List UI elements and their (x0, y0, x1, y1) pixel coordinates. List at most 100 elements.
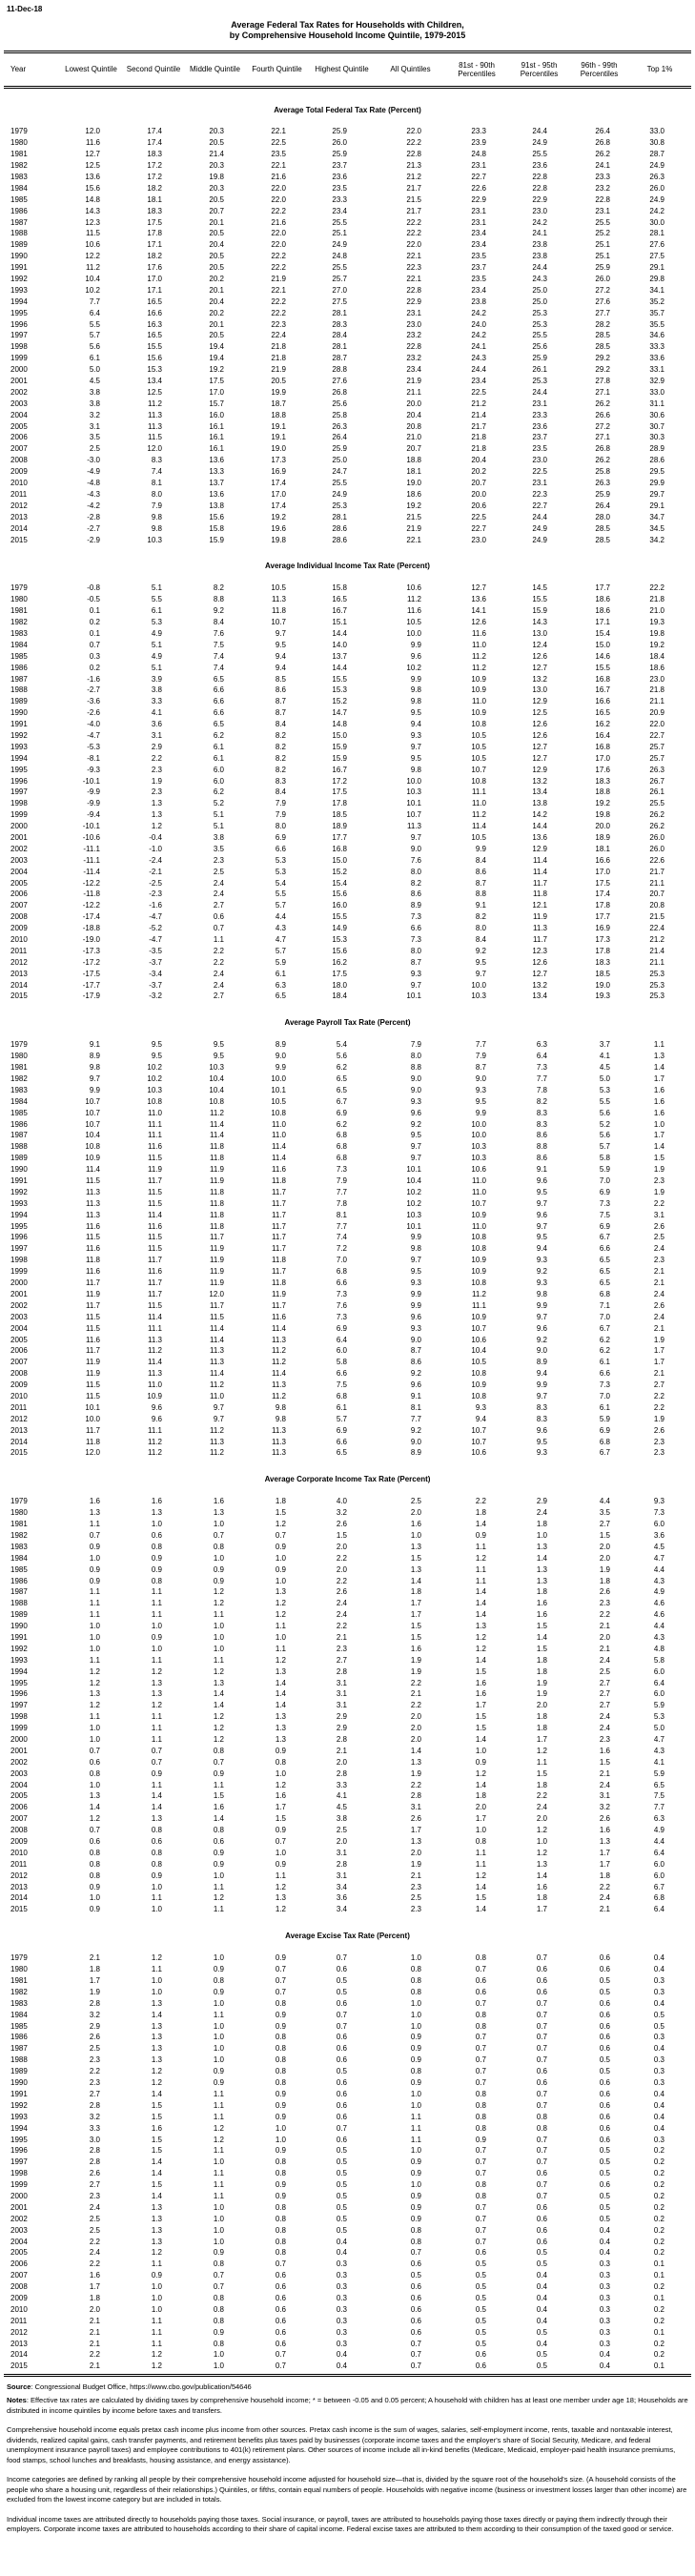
table-row: 1992 1.0 1.0 1.0 1.1 2.3 1.6 1.2 1.5 2.1 4.8 (4, 1643, 691, 1654)
value-cell: 30.8 (649, 138, 664, 148)
value-cell: 0.2 (653, 2237, 664, 2246)
year-cell: 1996 (10, 319, 28, 329)
value-cell: 5.1 (151, 663, 162, 672)
value-cell: 0.2 (653, 2146, 664, 2156)
value-cell: 23.4 (471, 229, 486, 238)
value-cell: 8.9 (536, 1358, 547, 1367)
year-cell: 2004 (10, 1323, 28, 1333)
year-cell: 2015 (10, 2361, 28, 2371)
value-cell: 28.2 (595, 319, 610, 329)
value-cell: 23.1 (471, 206, 486, 215)
value-cell: 10.7 (85, 1096, 100, 1106)
value-cell: 3.1 (336, 1848, 347, 1857)
value-cell: 11.7 (148, 1278, 162, 1288)
value-cell: 26.3 (332, 421, 347, 431)
table-row: 1985 0.3 4.9 7.4 9.4 13.7 9.6 11.2 12.6 14.6 18.4 (4, 650, 691, 662)
value-cell: 11.3 (533, 924, 547, 933)
value-cell: 2.4 (599, 1712, 610, 1722)
table-row: 1989 -3.6 3.3 6.6 8.7 15.2 9.8 11.0 12.9 16.6 21.1 (4, 696, 691, 707)
value-cell: 14.4 (332, 663, 347, 672)
value-cell: -3.5 (149, 946, 162, 955)
value-cell: -4.0 (87, 720, 100, 729)
value-cell: 27.1 (595, 433, 610, 442)
value-cell: 6.3 (275, 980, 286, 990)
table-row: 1982 9.7 10.2 10.4 10.0 6.5 9.0 9.0 7.7 5.0 1.7 (4, 1073, 691, 1085)
value-cell: 1.8 (536, 1587, 547, 1597)
value-cell: 10.8 (471, 1244, 486, 1254)
col-header-all-quintiles: All Quintiles (376, 51, 445, 89)
value-cell: 11.8 (533, 889, 547, 899)
value-cell: 2.7 (599, 1678, 610, 1687)
year-cell: 2002 (10, 844, 28, 853)
value-cell: 0.6 (475, 2350, 486, 2360)
value-cell: 10.9 (471, 708, 486, 718)
value-cell: 9.4 (536, 1369, 547, 1379)
value-cell: -1.0 (149, 844, 162, 853)
value-cell: 1.8 (475, 1791, 486, 1801)
value-cell: 20.7 (649, 889, 664, 899)
value-cell: 23.4 (471, 240, 486, 250)
value-cell: 19.8 (209, 173, 224, 181)
value-cell: 25.8 (595, 467, 610, 477)
value-cell: 3.2 (336, 1508, 347, 1518)
value-cell: 28.5 (595, 535, 610, 544)
value-cell: 0.7 (410, 2361, 421, 2371)
value-cell: 0.3 (336, 2282, 347, 2292)
value-cell: 23.6 (332, 173, 347, 181)
value-cell: 1.7 (599, 1859, 610, 1869)
year-cell: 1984 (10, 183, 28, 193)
value-cell: 0.7 (275, 1987, 286, 1996)
table-row: 1992 10.4 17.0 20.2 21.9 25.7 22.1 23.5 24.3 26.0… (4, 274, 691, 285)
value-cell: 35.2 (649, 296, 664, 306)
value-cell: 16.8 (595, 674, 610, 684)
value-cell: 27.5 (332, 296, 347, 306)
value-cell: 11.0 (472, 1187, 486, 1196)
value-cell: 0.9 (410, 2078, 421, 2088)
value-cell: 8.0 (410, 867, 421, 876)
value-cell: 9.6 (151, 1402, 162, 1412)
value-cell: 16.7 (332, 606, 347, 616)
value-cell: 0.6 (599, 2010, 610, 2019)
value-cell: 5.1 (213, 822, 224, 831)
year-cell: 1984 (10, 2010, 28, 2019)
value-cell: 11.9 (210, 1267, 224, 1277)
value-cell: 24.9 (532, 535, 547, 544)
value-cell: 10.2 (147, 1063, 162, 1073)
value-cell: 11.6 (86, 1335, 100, 1344)
value-cell: 16.5 (147, 296, 162, 306)
table-row: 1989 2.2 1.2 0.9 0.8 0.5 0.8 0.7 0.6 0.5 0.3 (4, 2066, 691, 2077)
value-cell: 13.6 (532, 832, 547, 842)
table-row: 1995 6.4 16.6 20.2 22.2 28.1 23.1 24.2 25.3 27.7 3… (4, 307, 691, 318)
value-cell: 1.0 (213, 2225, 224, 2235)
value-cell: 18.9 (595, 832, 610, 842)
value-cell: 0.8 (275, 1757, 286, 1767)
value-cell: 20.1 (209, 285, 224, 295)
value-cell: 20.0 (471, 489, 486, 499)
value-cell: 11.1 (148, 1323, 162, 1333)
value-cell: 5.4 (336, 1040, 347, 1050)
value-cell: 2.9 (151, 742, 162, 751)
value-cell: 5.1 (213, 810, 224, 820)
value-cell: 2.2 (653, 1391, 664, 1400)
value-cell: 11.5 (86, 1312, 100, 1321)
value-cell: 1.1 (151, 2259, 162, 2269)
table-row: 1982 0.7 0.6 0.7 0.7 1.5 1.0 0.9 1.0 1.5 3.6 (4, 1530, 691, 1542)
value-cell: 4.3 (653, 1632, 664, 1642)
value-cell: 2.4 (213, 878, 224, 888)
value-cell: 6.2 (336, 1063, 347, 1073)
year-cell: 2013 (10, 2339, 28, 2348)
table-row: 1979 12.0 17.4 20.3 22.1 25.9 22.0 23.3 24.4 26.4… (4, 126, 691, 137)
value-cell: 0.2 (653, 2202, 664, 2212)
table-row: 1991 11.2 17.6 20.5 22.2 25.5 22.3 23.7 24.4 25.9… (4, 262, 691, 274)
value-cell: 2.6 (653, 1300, 664, 1310)
value-cell: 20.5 (271, 377, 286, 386)
value-cell: 4.8 (653, 1644, 664, 1653)
value-cell: 0.4 (536, 2271, 547, 2280)
value-cell: 6.1 (275, 969, 286, 978)
value-cell: 7.5 (213, 640, 224, 649)
table-row: 1982 12.5 17.2 20.3 22.1 23.7 21.3 23.1 23.6 24.1… (4, 160, 691, 172)
value-cell: 18.1 (595, 844, 610, 853)
value-cell: 9.3 (410, 1323, 421, 1333)
value-cell: 24.2 (532, 217, 547, 227)
table-row: 2002 0.6 0.7 0.7 0.8 2.0 1.3 0.9 1.1 1.5 4.1 (4, 1756, 691, 1768)
